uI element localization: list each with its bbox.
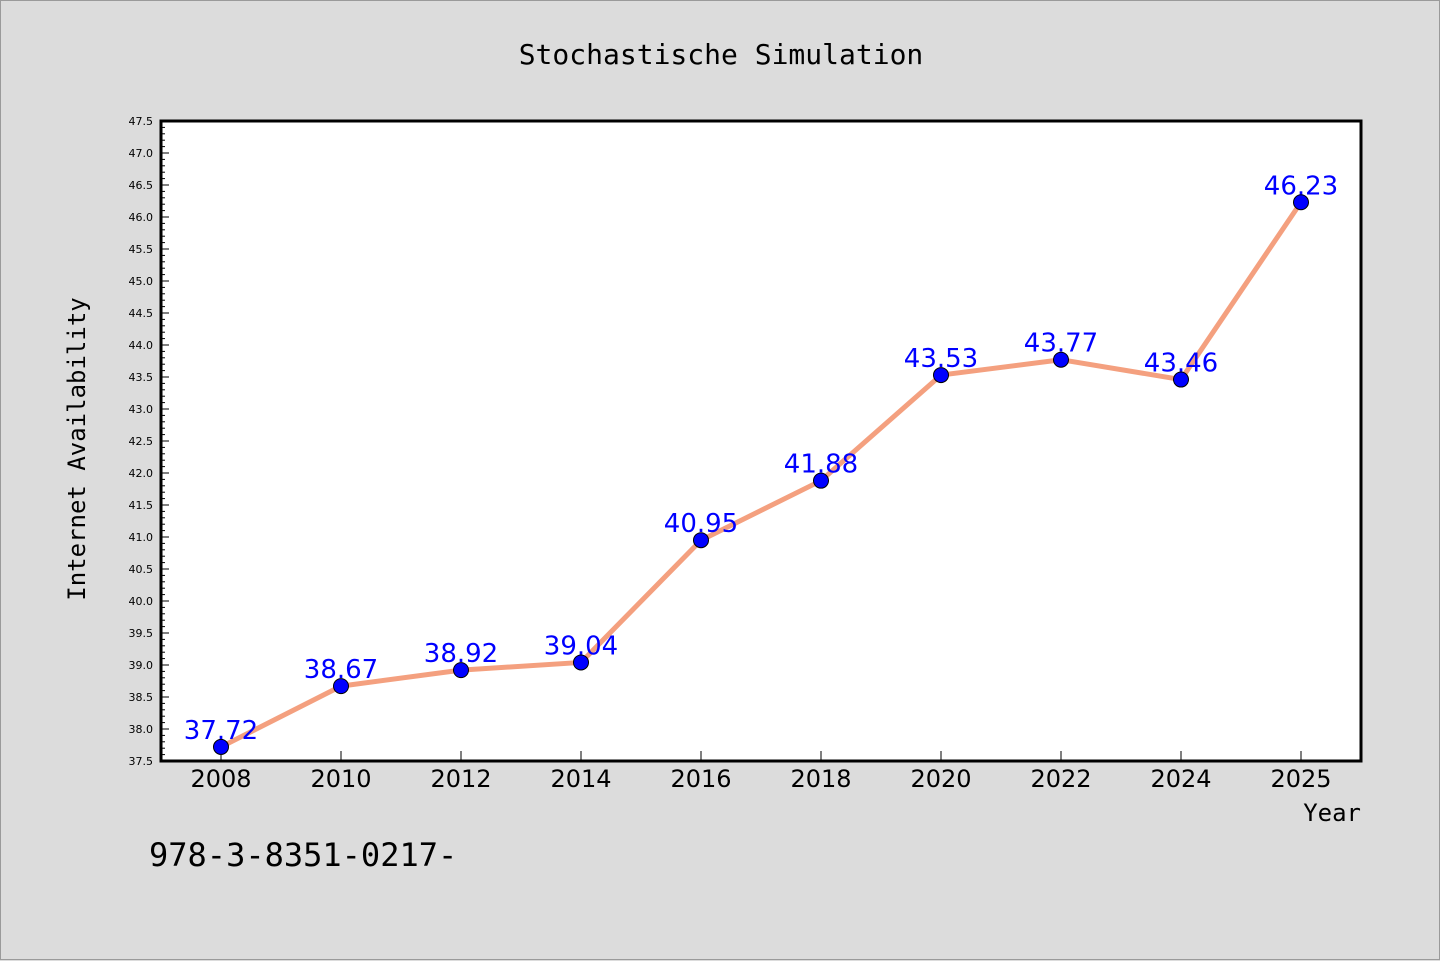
y-tick-label: 40.0 bbox=[129, 595, 154, 608]
y-tick-label: 45.5 bbox=[129, 243, 154, 256]
chart-title: Stochastische Simulation bbox=[519, 38, 924, 71]
y-tick-label: 47.0 bbox=[129, 147, 154, 160]
x-tick-label: 2018 bbox=[790, 765, 851, 793]
x-axis-label: Year bbox=[1303, 799, 1361, 827]
data-label: 38.92 bbox=[424, 639, 498, 669]
y-tick-label: 45.0 bbox=[129, 275, 154, 288]
y-tick-label: 38.0 bbox=[129, 723, 154, 736]
y-tick-label: 37.5 bbox=[129, 755, 154, 768]
x-tick-label: 2014 bbox=[550, 765, 611, 793]
series-line bbox=[218, 199, 1304, 750]
data-label: 43.53 bbox=[904, 344, 978, 374]
x-tick-label: 2025 bbox=[1270, 765, 1331, 793]
x-axis-ticks: 2008 2010 2012 2014 2016 2018 2020 2022 2024 2025 bbox=[190, 751, 1332, 793]
data-point bbox=[453, 662, 469, 679]
y-axis-label: Internet Availability bbox=[63, 297, 91, 600]
y-tick-label: 40.5 bbox=[129, 563, 154, 576]
y-tick-label: 39.5 bbox=[129, 627, 154, 640]
data-point bbox=[213, 738, 229, 755]
y-tick-label: 38.5 bbox=[129, 691, 154, 704]
x-tick-label: 2012 bbox=[430, 765, 491, 793]
x-tick-label: 2024 bbox=[1150, 765, 1211, 793]
data-label: 41.88 bbox=[784, 450, 858, 480]
y-tick-label: 43.0 bbox=[129, 403, 154, 416]
y-tick-label: 42.0 bbox=[129, 467, 154, 480]
y-tick-label: 41.0 bbox=[129, 531, 154, 544]
data-label: 39.04 bbox=[544, 631, 618, 661]
x-tick-label: 2010 bbox=[310, 765, 371, 793]
data-point bbox=[693, 532, 709, 549]
data-point bbox=[1053, 351, 1069, 368]
y-tick-label: 39.0 bbox=[129, 659, 154, 672]
y-tick-label: 46.5 bbox=[129, 179, 154, 192]
data-point bbox=[933, 367, 949, 384]
y-tick-label: 46.0 bbox=[129, 211, 154, 224]
footer-text: 978-3-8351-0217- bbox=[149, 836, 457, 874]
data-label: 38.67 bbox=[304, 655, 378, 685]
y-axis-ticks: 37.5 38.0 38.5 39.0 39.5 40.0 40.5 41.0 41.5 42.0… bbox=[129, 115, 169, 768]
plot-area bbox=[159, 119, 1363, 763]
x-tick-label: 2008 bbox=[190, 765, 251, 793]
data-point bbox=[573, 654, 589, 671]
data-point bbox=[1173, 371, 1189, 388]
data-label: 37.72 bbox=[184, 716, 258, 746]
series-layer: 37.72 38.67 38.92 39.04 40.95 41.88 43.53 43.77… bbox=[184, 171, 1338, 755]
data-label: 46.23 bbox=[1264, 171, 1338, 201]
data-point bbox=[333, 678, 349, 695]
x-tick-label: 2022 bbox=[1030, 765, 1091, 793]
y-tick-label: 44.0 bbox=[129, 339, 154, 352]
data-label: 43.77 bbox=[1024, 329, 1098, 359]
y-tick-label: 41.5 bbox=[129, 499, 154, 512]
x-tick-label: 2020 bbox=[910, 765, 971, 793]
data-point bbox=[1293, 194, 1309, 211]
data-label: 43.46 bbox=[1144, 349, 1218, 379]
y-tick-label: 42.5 bbox=[129, 435, 154, 448]
y-tick-label: 44.5 bbox=[129, 307, 154, 320]
data-label: 40.95 bbox=[664, 509, 738, 539]
data-point bbox=[813, 472, 829, 489]
y-tick-label: 43.5 bbox=[129, 371, 154, 384]
y-tick-label: 47.5 bbox=[129, 115, 154, 128]
x-tick-label: 2016 bbox=[670, 765, 731, 793]
